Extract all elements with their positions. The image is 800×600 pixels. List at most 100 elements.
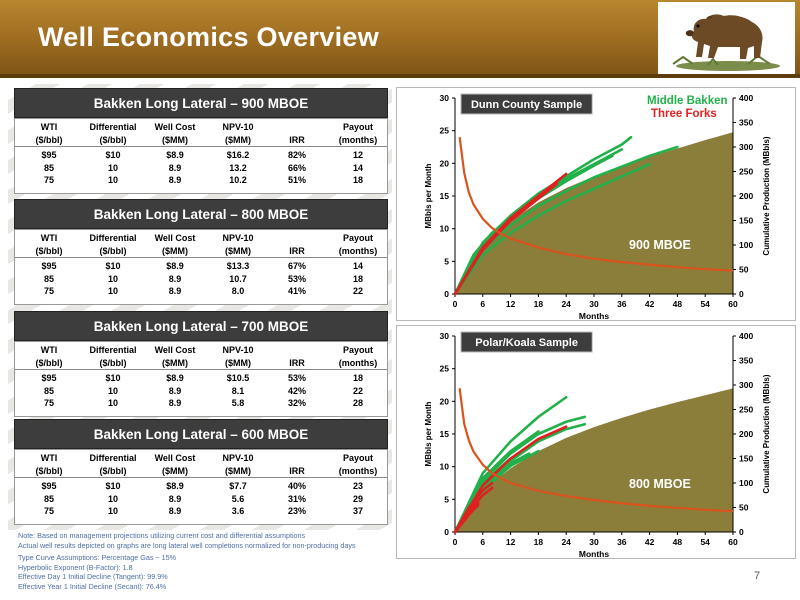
table-cell: 8.9: [168, 273, 182, 284]
header-cell: IRR: [289, 245, 305, 256]
table-title: Bakken Long Lateral – 800 MBOE: [14, 199, 388, 229]
table-row: $95 $10 $8.9 $13.3 67% 14: [15, 261, 387, 274]
x-axis-label: Months: [579, 311, 609, 321]
mboe-annotation: 800 MBOE: [629, 477, 691, 491]
table-body: WTI Differential Well Cost NPV-10 Payout…: [14, 449, 388, 525]
y-tick-label: 25: [440, 126, 450, 136]
header-cell: ($MM): [162, 357, 188, 368]
y2-tick-label: 100: [739, 240, 753, 250]
header-cell: Payout: [342, 345, 373, 355]
y2-tick-label: 400: [739, 331, 753, 341]
x-tick-label: 12: [506, 299, 516, 309]
y-tick-label: 15: [440, 191, 450, 201]
header-cell: ($MM): [225, 245, 251, 256]
type-curve-decline: [458, 137, 734, 272]
table-cell: 3.6: [231, 506, 245, 516]
y2-tick-label: 400: [739, 93, 753, 103]
table-cell: 10: [107, 398, 118, 408]
table-cell: 66%: [287, 162, 306, 173]
footnote-line: Effective Day 1 Initial Decline (Tangent…: [18, 572, 168, 581]
sample-label: Dunn County Sample: [471, 99, 582, 111]
cumulative-area: [455, 132, 733, 294]
header-cell: ($/bbl): [99, 245, 127, 256]
table-cell: 67%: [287, 261, 306, 271]
y2-tick-label: 0: [739, 527, 744, 537]
x-tick-label: 60: [728, 537, 738, 547]
table-header-row: ($/bbl) ($/bbl) ($MM) ($MM) IRR (months): [15, 465, 387, 478]
y2-axis-label: Cumulative Production (MBbls): [762, 136, 771, 255]
table-cell: $10.5: [226, 373, 250, 383]
table-cell: $13.3: [226, 261, 250, 271]
table-cell: $8.9: [166, 373, 184, 383]
table-row: $95 $10 $8.9 $16.2 82% 12: [15, 150, 387, 163]
table-cell: 23: [352, 481, 363, 491]
header-cell: Payout: [342, 453, 373, 463]
header-cell: NPV-10: [222, 345, 254, 355]
y2-tick-label: 150: [739, 216, 753, 226]
table-cell: $95: [41, 481, 57, 491]
mboe-annotation: 900 MBOE: [629, 238, 691, 252]
header-band: [0, 74, 800, 78]
header-cell: Well Cost: [154, 345, 196, 355]
header-cell: ($MM): [225, 465, 251, 476]
y-tick-label: 15: [440, 429, 450, 439]
y2-tick-label: 350: [739, 118, 753, 128]
x-tick-label: 42: [645, 537, 655, 547]
x-tick-label: 24: [561, 299, 571, 309]
table-cell: 18: [352, 175, 363, 185]
table-cell: 53%: [287, 373, 306, 383]
sample-label-box: [460, 93, 593, 115]
table-cell: 31%: [287, 493, 306, 504]
table-cell: $95: [41, 261, 57, 271]
table-cell: 40%: [287, 481, 306, 491]
footnote-line: Type Curve Assumptions: Percentage Gas ~…: [18, 553, 177, 562]
footnote-line: Note: Based on management projections ut…: [18, 531, 306, 540]
header-cell: ($MM): [162, 134, 188, 145]
x-axis-label: Months: [579, 549, 609, 559]
table-cell: 82%: [287, 150, 306, 160]
table-cell: 41%: [287, 286, 306, 296]
table-title: Bakken Long Lateral – 600 MBOE: [14, 419, 388, 449]
header-cell: ($/bbl): [35, 134, 63, 145]
footnote-line: Actual well results depicted on graphs a…: [18, 540, 356, 550]
table-cell: 28: [352, 398, 363, 408]
header-cell: (months): [338, 357, 378, 368]
header-cell: IRR: [289, 465, 305, 476]
table-row: $95 $10 $8.9 $10.5 53% 18: [15, 373, 387, 386]
table-cell: 23%: [287, 506, 306, 516]
y-axis-label: MBbls per Month: [424, 163, 433, 228]
y2-tick-label: 200: [739, 429, 753, 439]
table-row: 85 10 8.9 8.1 42% 22: [15, 386, 387, 399]
header-cell: ($/bbl): [35, 357, 63, 368]
x-tick-label: 0: [453, 299, 458, 309]
x-tick-label: 48: [673, 537, 683, 547]
legend-middle-bakken: Middle Bakken: [647, 95, 728, 107]
legend-three-forks: Three Forks: [651, 108, 717, 120]
table-cell: $16.2: [226, 150, 250, 160]
x-tick-label: 6: [480, 299, 485, 309]
table-cell: 10: [107, 385, 118, 396]
header-cell: Payout: [342, 233, 373, 243]
header-cell: (months): [338, 134, 378, 145]
y2-tick-label: 300: [739, 380, 753, 390]
table-cell: $10: [105, 373, 121, 383]
header-cell: WTI: [40, 345, 58, 355]
bear-logo-image: [672, 14, 780, 71]
table-row: 85 10 8.9 13.2 66% 14: [15, 163, 387, 176]
table-cell: 32%: [287, 398, 306, 408]
page-title: Well Economics Overview: [38, 22, 380, 52]
y-tick-label: 0: [444, 527, 449, 537]
header-cell: ($/bbl): [35, 465, 63, 476]
header-cell: NPV-10: [222, 233, 254, 243]
y-axis-label: MBbls per Month: [424, 401, 433, 466]
table-row: 85 10 8.9 5.6 31% 29: [15, 494, 387, 507]
table-cell: 12: [352, 150, 363, 160]
table-cell: 22: [352, 385, 363, 396]
table-cell: 8.0: [231, 286, 245, 296]
header-cell: ($/bbl): [99, 357, 127, 368]
header-cell: WTI: [40, 233, 58, 243]
y-tick-label: 30: [440, 331, 450, 341]
y-tick-label: 10: [440, 462, 450, 472]
table-cell: 10: [107, 162, 118, 173]
